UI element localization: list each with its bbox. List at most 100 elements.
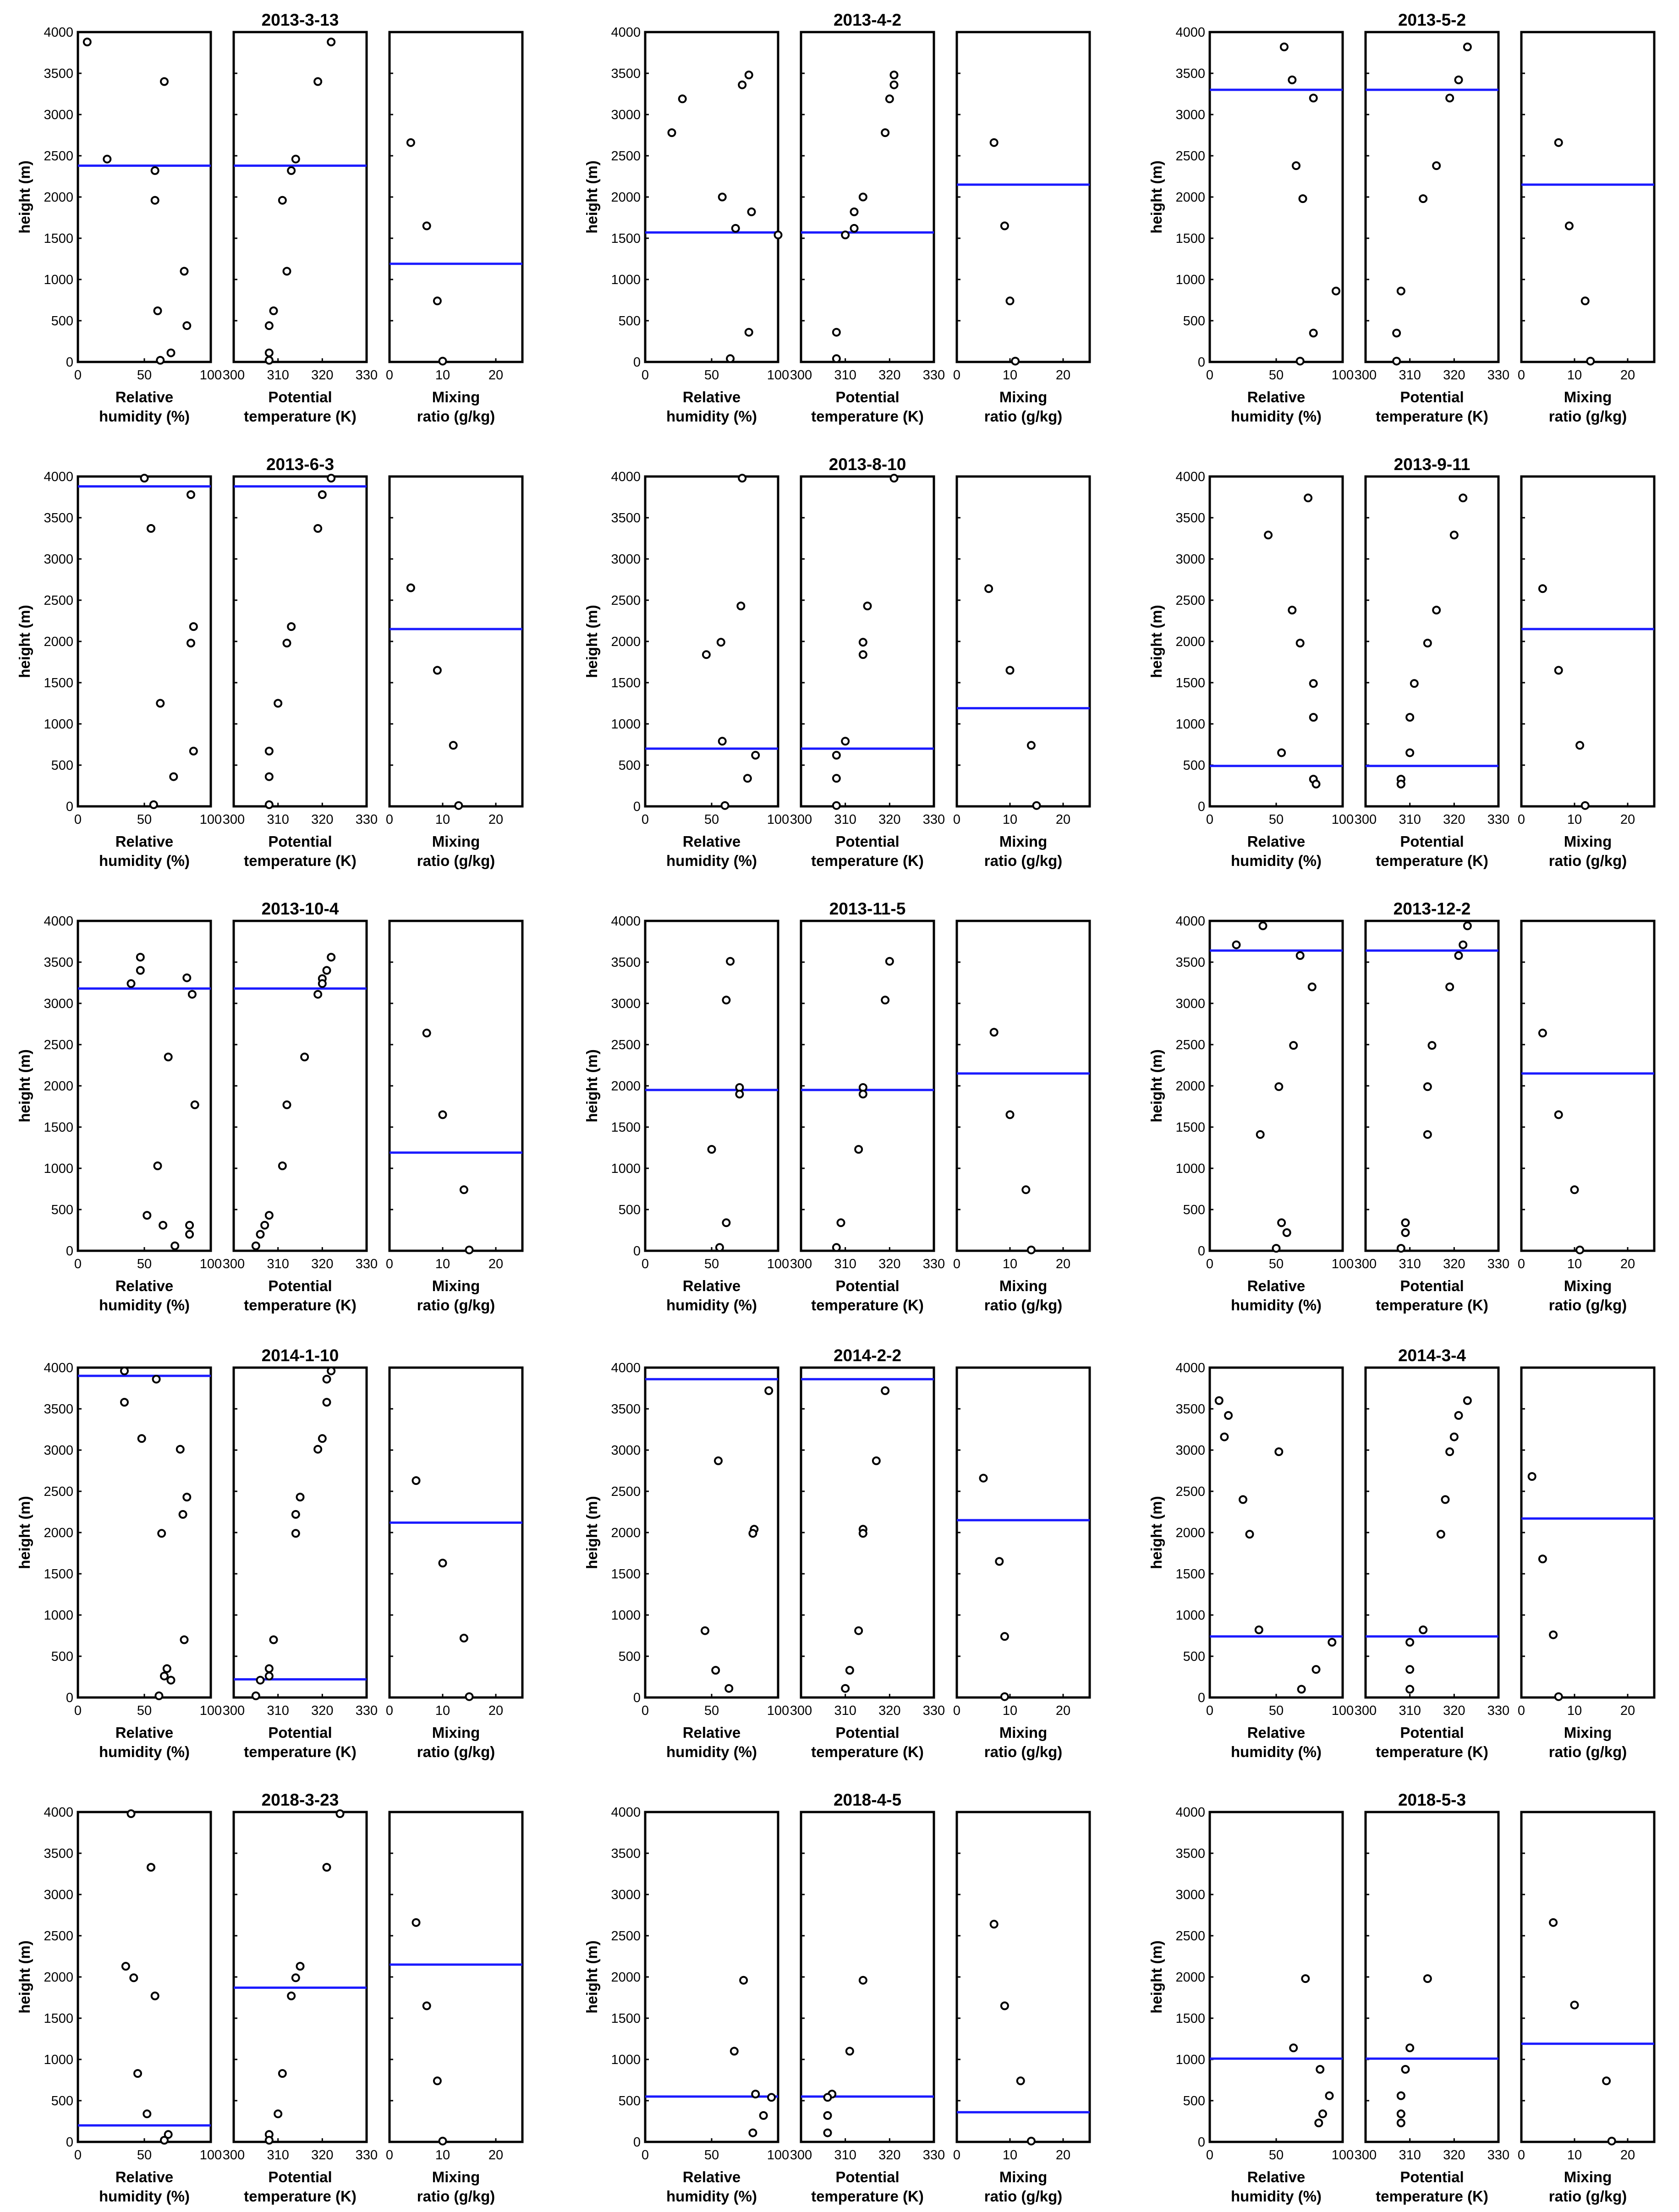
data-point-rh <box>126 1809 136 1818</box>
y-tick-label: 3000 <box>1175 1443 1205 1458</box>
data-point-rh <box>120 1366 129 1375</box>
x-axis-label-theta: Potential <box>835 833 899 850</box>
data-point-mr <box>1586 356 1595 366</box>
data-point-rh <box>140 474 149 483</box>
x-tick-label: 0 <box>953 1257 960 1271</box>
data-point-theta <box>1432 161 1441 170</box>
y-tick-label: 2500 <box>1175 1038 1205 1052</box>
data-point-rh <box>182 973 192 982</box>
data-point-theta <box>1463 1396 1472 1405</box>
data-point-theta <box>858 1529 867 1538</box>
y-tick-label: 2000 <box>44 1526 73 1540</box>
data-point-theta <box>858 1090 867 1099</box>
x-axis-label-mr: ratio (g/kg) <box>417 1743 495 1760</box>
data-point-rh <box>1309 713 1318 722</box>
data-point-mr <box>412 1476 421 1485</box>
axes-frame-theta <box>1364 920 1500 1252</box>
data-point-rh <box>1282 1228 1291 1237</box>
x-tick-label: 320 <box>878 2148 900 2163</box>
y-tick-label: 4000 <box>44 25 73 40</box>
x-tick-label: 0 <box>953 2148 960 2163</box>
data-point-rh <box>1274 1447 1284 1456</box>
data-point-rh <box>730 2047 739 2056</box>
x-tick-label: 330 <box>1487 1703 1509 1718</box>
data-point-rh <box>1309 679 1318 688</box>
y-tick-label: 3500 <box>1175 66 1205 81</box>
data-point-theta <box>291 1973 300 1982</box>
data-point-rh <box>1311 1665 1321 1674</box>
x-tick-label: 0 <box>1206 2148 1213 2163</box>
y-tick-label: 0 <box>633 1244 641 1259</box>
axes-frame-theta <box>800 1811 935 2143</box>
x-axis-label-mr: Mixing <box>999 833 1048 850</box>
axes-frame-mr <box>955 1366 1091 1699</box>
data-point-theta <box>313 1445 323 1454</box>
data-point-theta <box>1463 921 1472 931</box>
x-tick-label: 0 <box>1518 812 1525 827</box>
x-tick-label: 330 <box>923 2148 945 2163</box>
x-tick-label: 310 <box>834 1703 856 1718</box>
data-point-theta <box>313 990 323 999</box>
y-tick-label: 3000 <box>1175 552 1205 567</box>
data-point-rh <box>1274 1082 1284 1091</box>
data-point-theta <box>1392 329 1401 338</box>
y-tick-label: 3000 <box>44 108 73 122</box>
x-tick-label: 10 <box>1003 812 1017 827</box>
x-tick-label: 0 <box>386 2148 393 2163</box>
data-point-theta <box>264 356 274 365</box>
x-tick-label: 320 <box>311 2148 333 2163</box>
y-tick-label: 1500 <box>611 676 641 690</box>
y-tick-label: 3000 <box>611 108 641 122</box>
y-tick-label: 2000 <box>611 635 641 649</box>
y-tick-label: 1500 <box>44 2011 73 2026</box>
x-axis-label-rh: humidity (%) <box>99 2188 190 2205</box>
data-point-mr <box>433 2076 442 2086</box>
data-point-rh <box>176 1445 185 1454</box>
x-axis-label-mr: ratio (g/kg) <box>1549 852 1627 869</box>
data-point-theta <box>1445 1447 1454 1456</box>
data-point-theta <box>1445 982 1454 991</box>
x-tick-label: 310 <box>1399 368 1421 383</box>
x-tick-label: 310 <box>267 1703 289 1718</box>
data-point-theta <box>1423 639 1432 648</box>
x-tick-label: 320 <box>878 812 900 827</box>
data-point-mr <box>412 1918 421 1927</box>
y-axis-label: height (m) <box>1148 1496 1165 1569</box>
data-point-rh <box>1277 1218 1286 1227</box>
y-axis-label: height (m) <box>583 1049 600 1122</box>
panel-title: 2018-5-3 <box>1398 1790 1466 1809</box>
axes-frame-rh <box>644 31 779 363</box>
data-point-rh <box>735 1090 744 1099</box>
data-point-theta <box>1463 42 1472 51</box>
data-point-rh <box>1279 42 1289 51</box>
y-tick-label: 500 <box>1183 758 1205 773</box>
data-point-theta <box>274 2109 283 2119</box>
x-axis-label-theta: Potential <box>268 1724 332 1741</box>
y-tick-label: 500 <box>619 2094 641 2108</box>
x-tick-label: 0 <box>1518 1257 1525 1271</box>
y-tick-label: 3500 <box>1175 1402 1205 1417</box>
y-tick-label: 500 <box>51 758 73 773</box>
x-tick-label: 0 <box>642 2148 649 2163</box>
x-axis-label-theta: temperature (K) <box>1376 852 1488 869</box>
data-point-theta <box>264 348 274 357</box>
data-point-theta <box>291 1529 300 1538</box>
x-tick-label: 20 <box>488 1257 503 1271</box>
data-point-rh <box>1232 940 1241 949</box>
x-axis-label-theta: Potential <box>835 389 899 405</box>
y-tick-label: 0 <box>66 799 73 814</box>
data-point-theta <box>1396 1244 1405 1253</box>
data-point-rh <box>1254 1625 1263 1634</box>
data-point-theta <box>832 750 841 760</box>
data-point-theta <box>278 196 287 205</box>
data-point-mr <box>1580 801 1590 810</box>
data-point-theta <box>841 1684 850 1693</box>
y-tick-label: 500 <box>619 1203 641 1217</box>
data-point-mr <box>1538 1555 1547 1564</box>
x-tick-label: 310 <box>834 812 856 827</box>
y-tick-label: 1000 <box>44 2053 73 2067</box>
y-tick-label: 0 <box>633 2135 641 2150</box>
x-axis-label-rh: humidity (%) <box>666 2188 757 2205</box>
x-tick-label: 320 <box>1443 1257 1465 1271</box>
